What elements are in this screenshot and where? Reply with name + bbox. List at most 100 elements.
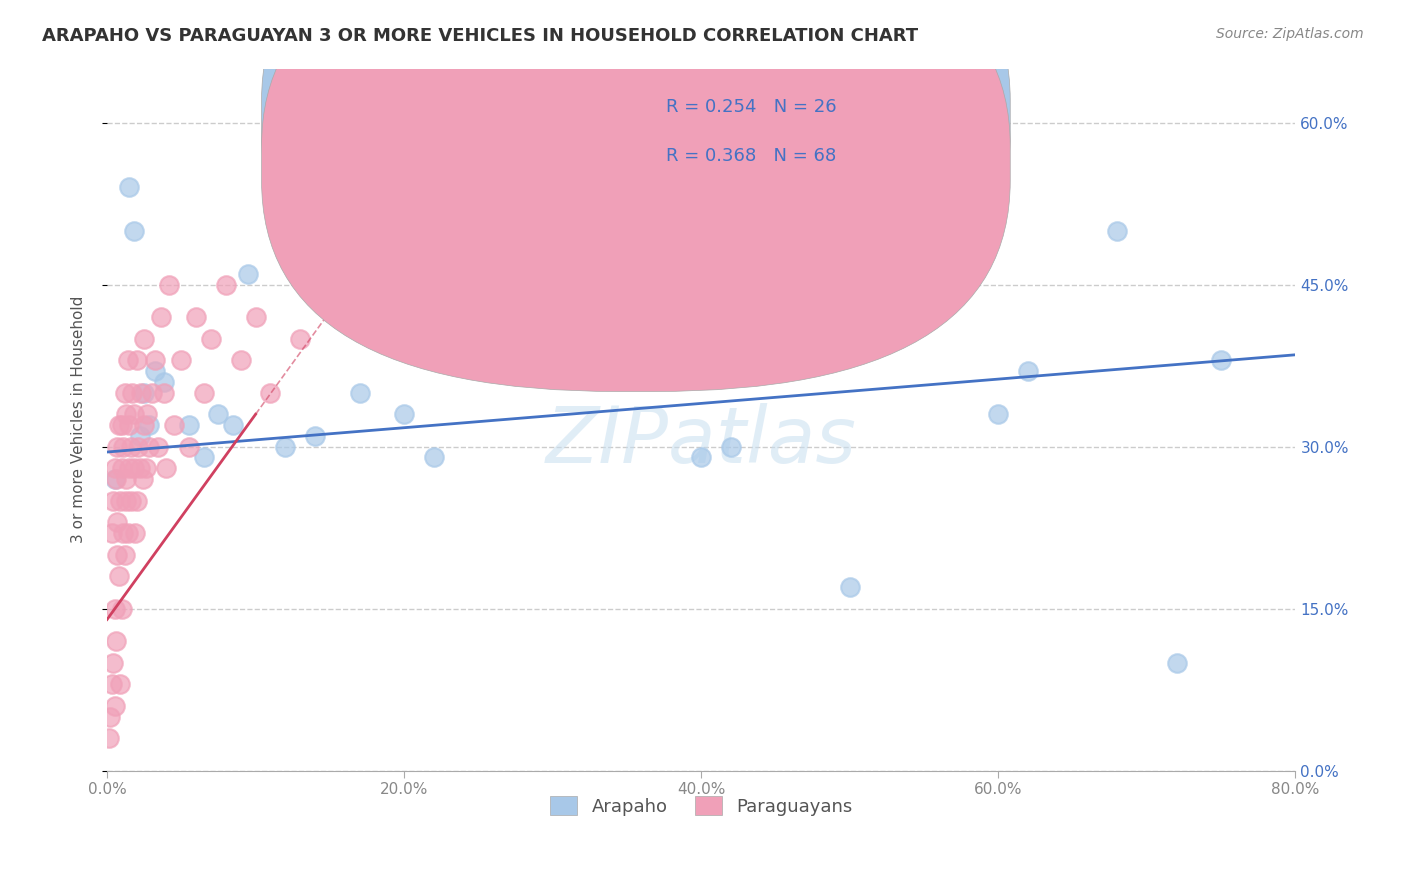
Point (304, 429, 326, 443)
Point (274, 245, 297, 260)
Point (1211, 353, 1233, 368)
Point (108, 417, 131, 432)
Point (838, 580, 860, 594)
FancyBboxPatch shape (595, 83, 974, 205)
Point (138, 417, 160, 432)
Point (107, 548, 129, 562)
Point (121, 385, 143, 400)
Point (122, 461, 145, 475)
Point (104, 634, 127, 648)
Point (97, 731, 120, 746)
Point (100, 526, 122, 541)
Point (117, 526, 139, 541)
Point (423, 450, 446, 465)
Point (138, 440, 160, 454)
Point (107, 515, 129, 529)
Point (104, 472, 127, 486)
FancyBboxPatch shape (262, 0, 1011, 392)
Point (207, 407, 229, 421)
Point (112, 440, 135, 454)
Point (222, 417, 245, 432)
Point (127, 440, 149, 454)
Point (163, 417, 186, 432)
Point (349, 385, 371, 400)
Point (132, 472, 155, 486)
Point (134, 385, 156, 400)
Point (720, 440, 742, 454)
Point (118, 417, 141, 432)
Text: Source: ZipAtlas.com: Source: ZipAtlas.com (1216, 27, 1364, 41)
Point (134, 417, 156, 432)
Point (152, 385, 174, 400)
Point (159, 277, 181, 292)
Point (111, 417, 134, 432)
Point (125, 493, 148, 508)
Point (122, 223, 145, 237)
Point (155, 461, 177, 475)
Point (115, 407, 138, 421)
Point (120, 440, 142, 454)
Point (124, 526, 146, 541)
Point (128, 461, 150, 475)
Point (987, 407, 1010, 421)
Point (98, 709, 121, 723)
Point (103, 698, 125, 713)
Point (186, 310, 208, 324)
Point (114, 548, 136, 562)
Point (115, 493, 138, 508)
Point (149, 310, 172, 324)
Point (134, 332, 156, 346)
Point (170, 353, 193, 368)
Point (111, 461, 134, 475)
Point (120, 493, 142, 508)
Text: R = 0.368   N = 68: R = 0.368 N = 68 (665, 147, 835, 165)
Point (129, 385, 152, 400)
Point (143, 353, 166, 368)
Point (245, 310, 267, 324)
Point (128, 429, 150, 443)
Point (135, 461, 157, 475)
Point (115, 472, 138, 486)
Point (141, 385, 163, 400)
Point (274, 440, 297, 454)
Point (136, 407, 159, 421)
Point (177, 417, 200, 432)
Point (101, 493, 124, 508)
Point (238, 267, 260, 281)
Point (392, 407, 415, 421)
Legend: Arapaho, Paraguayans: Arapaho, Paraguayans (541, 788, 862, 825)
Point (690, 450, 713, 465)
Point (152, 375, 174, 389)
Y-axis label: 3 or more Vehicles in Household: 3 or more Vehicles in Household (72, 296, 86, 543)
Point (110, 677, 132, 691)
Point (1017, 364, 1039, 378)
Point (117, 353, 139, 368)
Point (101, 656, 124, 670)
Point (259, 385, 281, 400)
Point (110, 493, 132, 508)
Point (193, 385, 215, 400)
Point (107, 440, 129, 454)
Text: ZIPatlas: ZIPatlas (546, 402, 856, 479)
Point (290, 332, 312, 346)
Point (1107, 223, 1129, 237)
Point (122, 407, 145, 421)
Point (108, 569, 131, 583)
Text: ARAPAHO VS PARAGUAYAN 3 OR MORE VEHICLES IN HOUSEHOLD CORRELATION CHART: ARAPAHO VS PARAGUAYAN 3 OR MORE VEHICLES… (42, 27, 918, 45)
Point (103, 461, 125, 475)
Point (118, 180, 141, 194)
Point (111, 601, 134, 615)
Point (100, 677, 122, 691)
Point (103, 601, 125, 615)
Point (143, 364, 166, 378)
Point (125, 353, 148, 368)
Point (177, 440, 200, 454)
Text: R = 0.254   N = 26: R = 0.254 N = 26 (665, 98, 837, 116)
Point (118, 461, 141, 475)
Point (193, 450, 215, 465)
Point (112, 526, 135, 541)
Point (1166, 656, 1188, 670)
Point (146, 440, 169, 454)
Point (103, 472, 125, 486)
Point (200, 332, 222, 346)
